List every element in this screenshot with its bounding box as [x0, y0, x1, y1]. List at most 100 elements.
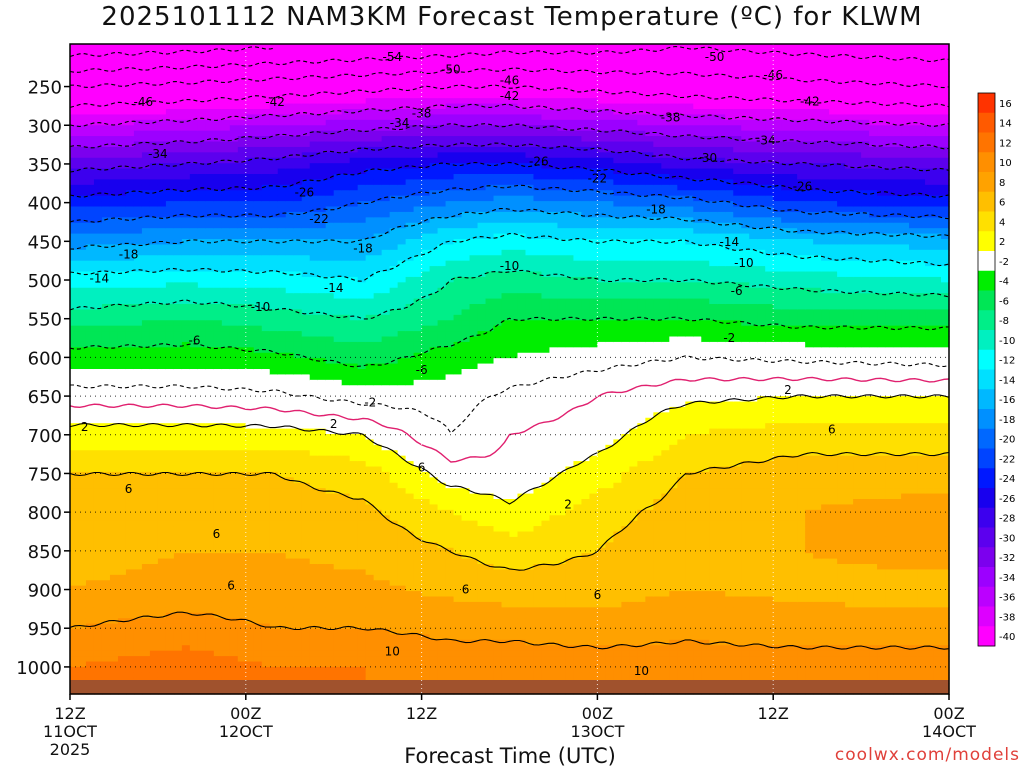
field-cell — [85, 504, 95, 511]
field-cell — [253, 455, 263, 462]
field-cell — [381, 125, 391, 132]
field-cell — [293, 450, 303, 457]
field-cell — [269, 477, 279, 484]
field-cell — [109, 547, 119, 554]
field-cell — [125, 390, 135, 397]
field-cell — [93, 206, 103, 213]
field-cell — [133, 239, 143, 246]
field-cell — [341, 249, 351, 256]
field-cell — [133, 434, 143, 441]
field-cell — [349, 526, 359, 533]
field-cell — [389, 152, 399, 159]
field-cell — [125, 661, 135, 668]
field-cell — [381, 309, 391, 316]
field-cell — [229, 580, 239, 587]
field-cell — [277, 591, 287, 598]
field-cell — [357, 580, 367, 587]
field-cell — [389, 444, 399, 451]
field-cell — [157, 168, 167, 175]
field-cell — [277, 92, 287, 99]
field-cell — [149, 401, 159, 408]
field-cell — [293, 49, 303, 56]
field-cell — [349, 612, 359, 619]
field-cell — [365, 222, 375, 229]
field-cell — [189, 661, 199, 668]
field-cell — [349, 634, 359, 641]
field-cell — [245, 580, 255, 587]
field-cell — [253, 266, 263, 273]
field-cell — [285, 239, 295, 246]
field-cell — [293, 168, 303, 175]
field-cell — [85, 396, 95, 403]
field-cell — [149, 661, 159, 668]
field-cell — [117, 304, 127, 311]
field-cell — [237, 629, 247, 636]
field-cell — [253, 607, 263, 614]
field-cell — [165, 60, 175, 67]
field-cell — [117, 228, 127, 235]
field-cell — [173, 520, 183, 527]
field-cell — [101, 471, 111, 478]
field-cell — [277, 444, 287, 451]
field-cell — [125, 379, 135, 386]
field-cell — [397, 109, 407, 116]
field-cell — [70, 152, 79, 159]
field-cell — [117, 526, 127, 533]
field-cell — [117, 276, 127, 283]
field-cell — [381, 60, 391, 67]
field-cell — [157, 493, 167, 500]
field-cell — [109, 287, 119, 294]
field-cell — [70, 401, 79, 408]
field-cell — [245, 331, 255, 338]
field-cell — [85, 92, 95, 99]
field-cell — [173, 466, 183, 473]
field-cell — [333, 206, 343, 213]
field-cell — [261, 417, 271, 424]
field-cell — [85, 509, 95, 516]
field-cell — [125, 211, 135, 218]
field-cell — [117, 358, 127, 365]
field-cell — [117, 488, 127, 495]
field-cell — [77, 666, 87, 673]
field-cell — [173, 276, 183, 283]
field-cell — [181, 141, 191, 148]
field-cell — [261, 239, 271, 246]
field-cell — [93, 434, 103, 441]
field-cell — [381, 629, 391, 636]
field-cell — [109, 130, 119, 137]
field-cell — [261, 304, 271, 311]
field-cell — [101, 580, 111, 587]
field-cell — [341, 385, 351, 392]
field-cell — [141, 136, 151, 143]
field-cell — [341, 81, 351, 88]
field-cell — [189, 222, 199, 229]
field-cell — [157, 406, 167, 413]
field-cell — [133, 44, 143, 51]
field-cell — [221, 81, 231, 88]
field-cell — [173, 206, 183, 213]
field-cell — [389, 201, 399, 208]
field-cell — [277, 341, 287, 348]
field-cell — [389, 639, 399, 646]
field-cell — [165, 260, 175, 267]
field-cell — [157, 146, 167, 153]
field-cell — [93, 174, 103, 181]
field-cell — [133, 298, 143, 305]
field-cell — [309, 146, 319, 153]
field-cell — [213, 44, 223, 51]
field-cell — [245, 119, 255, 126]
field-cell — [317, 298, 327, 305]
field-cell — [181, 358, 191, 365]
field-cell — [277, 76, 287, 83]
field-cell — [213, 542, 223, 549]
field-cell — [173, 493, 183, 500]
field-cell — [389, 390, 399, 397]
field-cell — [293, 233, 303, 240]
field-cell — [301, 184, 311, 191]
field-cell — [149, 282, 159, 289]
field-cell — [381, 109, 391, 116]
field-cell — [93, 54, 103, 61]
field-cell — [357, 217, 367, 224]
field-cell — [309, 406, 319, 413]
field-cell — [165, 639, 175, 646]
